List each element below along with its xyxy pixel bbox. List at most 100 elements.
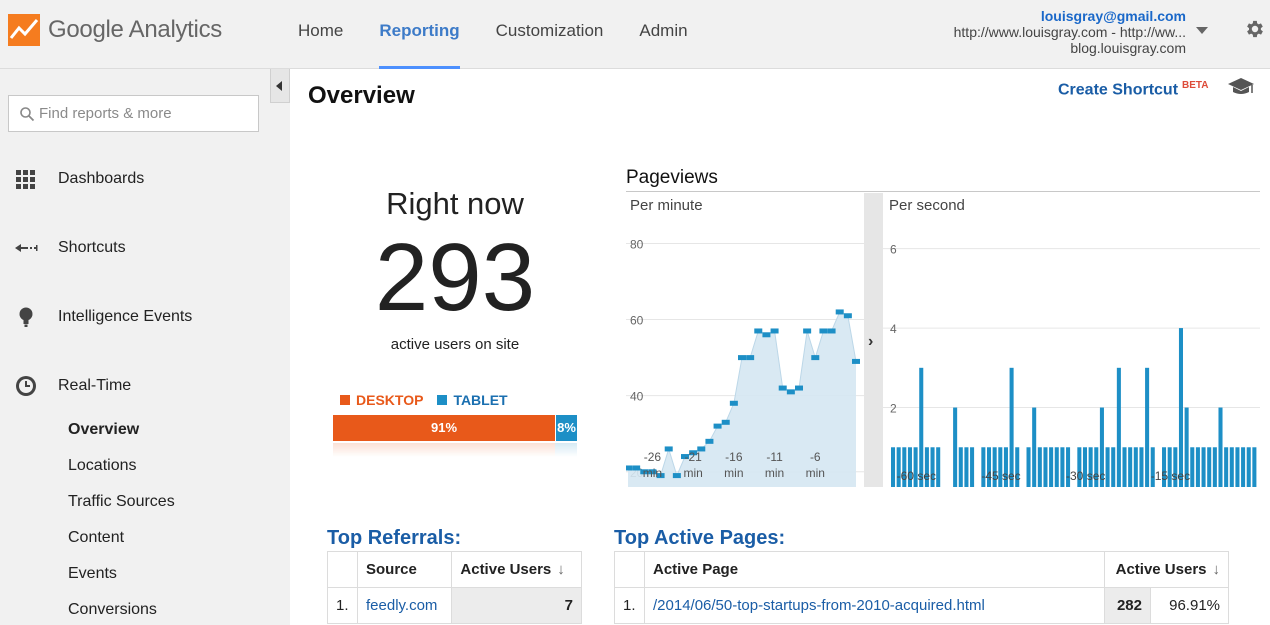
- y-tick-label: 2: [890, 402, 897, 416]
- bar: [1145, 367, 1150, 487]
- sidebar-subitem-overview[interactable]: Overview: [68, 421, 140, 438]
- x-tick-label: -16 min: [724, 450, 743, 480]
- data-point: [786, 389, 795, 395]
- bar: [930, 447, 935, 487]
- logo-google-text: Google: [48, 16, 124, 43]
- bar: [1116, 367, 1121, 487]
- search-input[interactable]: [39, 96, 254, 131]
- bar: [958, 447, 963, 487]
- create-shortcut-label: Create Shortcut: [1058, 81, 1179, 99]
- page-title: Overview: [308, 82, 415, 109]
- search-icon: [20, 107, 35, 122]
- bar: [1190, 447, 1195, 487]
- bar: [919, 367, 924, 487]
- account-email: louisgray@gmail.com: [1040, 8, 1186, 24]
- bar: [1105, 447, 1110, 487]
- nav-admin[interactable]: Admin: [639, 21, 688, 40]
- active-users-caption: active users on site: [390, 336, 520, 353]
- tablet-reflection: [555, 443, 577, 457]
- data-point: [672, 473, 681, 479]
- bar: [1167, 447, 1172, 487]
- sidebar-subitem-events[interactable]: Events: [68, 565, 117, 582]
- account-selector[interactable]: louisgray@gmail.com http://www.louisgray…: [954, 8, 1186, 56]
- active-page-link[interactable]: /2014/06/50-top-startups-from-2010-acqui…: [653, 597, 985, 614]
- data-point: [819, 328, 828, 334]
- top-referrals-title: Top Referrals:: [327, 527, 462, 549]
- top-referrals-table: Source Active Users ↓ 1. feedly.com 7: [327, 551, 582, 624]
- data-point: [721, 419, 730, 425]
- y-tick-label: 80: [630, 237, 644, 251]
- referral-source-link[interactable]: feedly.com: [366, 597, 438, 614]
- data-point: [689, 450, 698, 456]
- bar: [1032, 407, 1037, 487]
- data-point: [770, 328, 779, 334]
- active-users-header[interactable]: Active Users ↓: [1104, 551, 1229, 588]
- area-fill: [628, 311, 856, 487]
- active-page-header[interactable]: Active Page: [644, 551, 1105, 588]
- sidebar-item-label: Shortcuts: [58, 239, 126, 256]
- data-point: [762, 332, 771, 338]
- active-users-header[interactable]: Active Users ↓: [451, 551, 582, 588]
- sidebar-item-intelligence-events[interactable]: Intelligence Events: [0, 302, 270, 332]
- chart-divider: [864, 193, 883, 487]
- data-point: [852, 358, 860, 364]
- data-point: [843, 313, 852, 319]
- table-row: 1. feedly.com 7: [327, 587, 582, 624]
- sidebar-subitem-content[interactable]: Content: [68, 529, 125, 546]
- sidebar-item-dashboards[interactable]: Dashboards: [0, 164, 270, 194]
- nav-customization[interactable]: Customization: [495, 21, 604, 40]
- data-point: [746, 355, 755, 361]
- logo[interactable]: Google Analytics: [8, 14, 222, 46]
- bar: [1128, 447, 1133, 487]
- active-users-count: 293: [374, 224, 536, 331]
- data-point: [835, 309, 844, 315]
- nav-home[interactable]: Home: [298, 21, 344, 40]
- data-point: [632, 465, 641, 471]
- sidebar-item-shortcuts[interactable]: Shortcuts: [0, 233, 270, 263]
- table-header-row: Active Page Active Users ↓: [614, 551, 1229, 588]
- data-point: [827, 328, 836, 334]
- y-tick-label: 40: [630, 390, 644, 404]
- pageviews-rule: [626, 191, 1260, 192]
- data-point: [713, 423, 722, 429]
- index-header: [614, 551, 645, 588]
- table-row: 1. /2014/06/50-top-startups-from-2010-ac…: [614, 587, 1229, 624]
- sidebar-subitem-locations[interactable]: Locations: [68, 457, 137, 474]
- device-bar-reflection: [333, 443, 577, 457]
- create-shortcut-link[interactable]: Create Shortcut BETA: [1058, 80, 1209, 99]
- gear-icon[interactable]: [1244, 18, 1266, 40]
- legend-tablet-label: TABLET: [453, 392, 508, 408]
- sidebar: Dashboards Shortcuts Intelligence Events…: [0, 69, 290, 625]
- bar: [1049, 447, 1054, 487]
- account-view: blog.louisgray.com: [1070, 40, 1186, 56]
- x-tick-label: -45 sec: [981, 469, 1020, 483]
- bar: [1099, 407, 1104, 487]
- graduation-cap-icon[interactable]: [1227, 76, 1255, 98]
- nav-reporting[interactable]: Reporting: [361, 0, 477, 69]
- desktop-reflection: [333, 443, 555, 457]
- source-header[interactable]: Source: [356, 551, 453, 588]
- row-index: 1.: [327, 587, 358, 624]
- bar: [1139, 447, 1144, 487]
- bar: [1122, 447, 1127, 487]
- active-users-header-label: Active Users: [460, 561, 552, 578]
- search-box: [8, 95, 259, 132]
- active-page-cell: /2014/06/50-top-startups-from-2010-acqui…: [644, 587, 1105, 624]
- sidebar-subitem-traffic-sources[interactable]: Traffic Sources: [68, 493, 175, 510]
- bar: [1003, 447, 1008, 487]
- sidebar-subitem-conversions[interactable]: Conversions: [68, 601, 157, 618]
- data-point: [648, 469, 657, 475]
- chevron-right-icon[interactable]: ›: [868, 333, 874, 350]
- sidebar-collapse-button[interactable]: [270, 69, 290, 103]
- sort-down-icon: ↓: [557, 561, 565, 578]
- page-users-cell: 282: [1104, 587, 1151, 624]
- x-tick-label: -26 min: [643, 450, 662, 480]
- x-tick-label: -6 min: [806, 450, 825, 480]
- sidebar-item-label: Real-Time: [58, 377, 132, 394]
- bar: [1241, 447, 1246, 487]
- device-share-bar: 91% 8%: [333, 415, 577, 441]
- data-point: [754, 328, 763, 334]
- sidebar-item-real-time[interactable]: Real-Time: [0, 371, 270, 401]
- x-tick-label: -11 min: [765, 450, 784, 480]
- chevron-down-icon[interactable]: [1196, 27, 1208, 34]
